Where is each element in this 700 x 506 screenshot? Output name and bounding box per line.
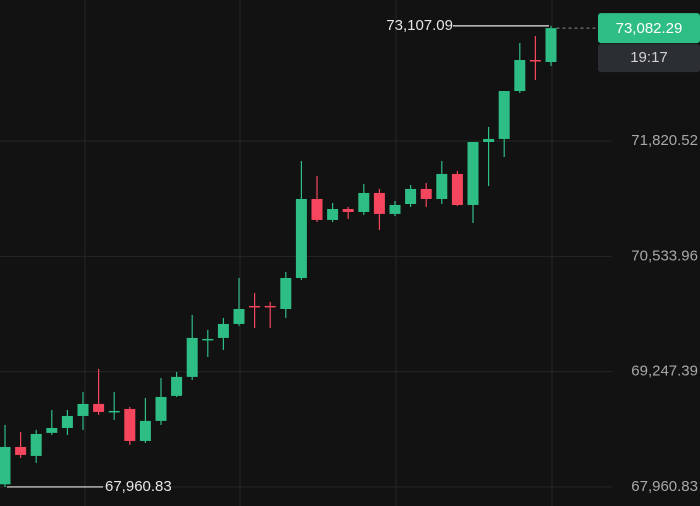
last-price-box (598, 13, 700, 44)
candle-body (217, 323, 229, 338)
vertical-grid (84, 0, 553, 506)
y-tick-label: 69,247.39 (631, 363, 698, 380)
candle-body (545, 28, 557, 62)
candle-body (93, 403, 105, 412)
candle-body (483, 138, 495, 142)
candle-body (295, 198, 307, 278)
candle-body (358, 192, 370, 212)
candle-body (436, 173, 448, 199)
candle-body (186, 337, 198, 377)
candle-body (61, 415, 73, 428)
candle-body (311, 198, 323, 220)
y-tick-label: 71,820.52 (631, 132, 698, 149)
candle-body (498, 91, 510, 139)
candle-body (46, 427, 58, 433)
candle-body (420, 188, 432, 199)
candle-body (327, 209, 339, 220)
candle-body (171, 376, 183, 396)
candle-body (529, 60, 541, 62)
candle-body (155, 396, 167, 421)
candle-body (467, 141, 479, 205)
candle-body (15, 446, 27, 455)
candle-body (77, 403, 89, 416)
candle-body (389, 204, 401, 214)
candle-body (342, 209, 354, 212)
countdown-label: 19:17 (630, 49, 668, 66)
low-annotation-label: 67,960.83 (105, 478, 172, 495)
countdown-box (598, 44, 700, 73)
candle-body (0, 446, 11, 485)
candle-body (249, 305, 261, 308)
last-price-label: 73,082.29 (616, 20, 683, 37)
candle-body (108, 410, 120, 413)
candle-body (373, 192, 385, 214)
candle-body (405, 188, 417, 204)
candle-body (451, 173, 463, 205)
candle-body (202, 338, 214, 341)
candle-body (514, 60, 526, 92)
candle-body (280, 277, 292, 309)
y-tick-label: 67,960.83 (631, 478, 698, 495)
candle-body (30, 433, 42, 456)
candle-body (124, 408, 136, 441)
y-tick-label: 70,533.96 (631, 247, 698, 264)
candle-body (264, 305, 276, 308)
candle-body (233, 308, 245, 324)
high-annotation-label: 73,107.09 (386, 17, 453, 34)
candle-body (139, 420, 151, 441)
